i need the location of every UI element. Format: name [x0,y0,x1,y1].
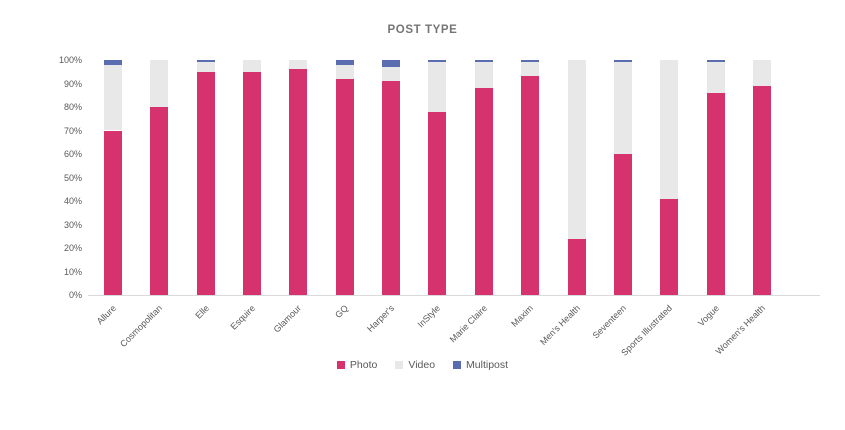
y-tick-label: 40% [63,196,82,206]
y-tick-label: 50% [63,172,82,183]
y-tick-label: 80% [63,102,82,112]
bar-segment-photo [707,92,725,295]
x-tick-label: Seventeen [590,303,628,341]
bar-segment-video [428,62,446,112]
y-tick-label: 10% [63,266,82,277]
bar-segment-video [475,62,493,89]
bar-segment-video [104,64,122,131]
x-tick-label: Allure [94,303,119,327]
bar-segment-photo [568,238,586,295]
x-tick-label: Marie Claire [447,303,489,345]
y-tick-label: 100% [58,55,82,65]
x-tick-label: Men's Health [537,303,582,348]
bar-segment-video [336,64,354,79]
legend-swatch-icon [453,361,462,369]
x-tick-label: GQ [332,303,350,320]
bar-segment-photo [197,71,215,295]
bar-segment-multipost [382,60,400,68]
bar-segment-photo [382,81,400,295]
legend-swatch-icon [395,361,404,369]
bar-segment-photo [243,71,261,295]
bar-segment-photo [521,76,539,295]
y-tick-label: 70% [63,125,82,136]
bar-segment-video [150,60,168,107]
bar-segment-multipost [707,60,725,63]
bar-segment-photo [289,69,307,295]
y-tick-label: 90% [63,78,82,89]
x-tick-label: Esquire [228,303,258,332]
bar-segment-photo [753,85,771,295]
bar-segment-photo [428,111,446,295]
legend-label: Photo [349,359,378,371]
legend-label: Video [408,359,436,371]
legend-entry-photo: Photo [336,359,378,371]
x-tick-label: Women's Health [713,303,767,357]
bar-segment-video [243,60,261,72]
bar-segment-multipost [614,60,632,63]
bar-segment-multipost [428,60,446,63]
y-tick-label: 30% [63,219,82,230]
bar-segment-video [289,60,307,70]
bar-segment-video [382,67,400,82]
legend-swatch-icon [336,361,345,369]
x-tick-label: Sports Illustrated [619,303,675,358]
bar-segment-video [197,62,215,72]
x-tick-label: Vogue [695,303,721,329]
legend-label: Multipost [466,359,509,371]
bar-segment-video [707,62,725,93]
legend-entry-multipost: Multipost [453,359,508,371]
y-tick-label: 0% [68,290,82,300]
y-tick-label: 60% [63,149,82,159]
bar-segment-video [521,62,539,77]
bar-segment-video [568,60,586,239]
x-axis-line [88,295,820,296]
bar-segment-photo [336,78,354,295]
bar-segment-multipost [336,60,354,65]
legend-entry-video: Video [395,359,435,371]
x-tick-label: Glamour [271,303,304,335]
x-tick-label: InStyle [415,303,443,330]
bar-segment-photo [660,198,678,295]
x-tick-label: Harper's [365,303,397,334]
x-tick-label: Cosmopolitan [118,303,165,349]
bar-segment-multipost [521,60,539,63]
x-tick-label: Maxim [509,303,536,329]
bar-segment-video [753,60,771,86]
bar-segment-video [660,60,678,199]
bar-segment-photo [104,130,122,295]
bar-segment-multipost [104,60,122,65]
bar-segment-multipost [197,60,215,63]
bar-segment-video [614,62,632,154]
bar-segment-multipost [475,60,493,63]
chart-title: POST TYPE [387,24,458,36]
bar-segment-photo [475,88,493,295]
bar-segment-photo [614,154,632,295]
bar-segment-photo [150,107,168,295]
legend: Photo Video Multipost [0,359,845,371]
y-tick-label: 20% [63,243,82,253]
x-tick-label: Elle [193,303,211,321]
